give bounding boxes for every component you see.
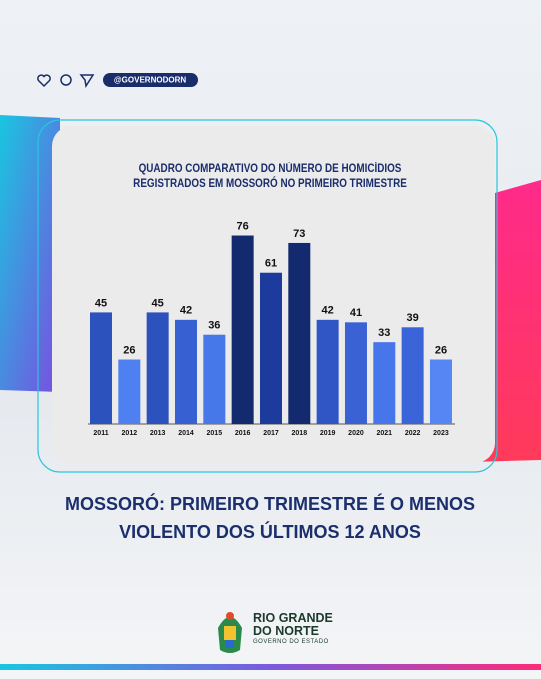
bar xyxy=(146,312,169,424)
value-label: 39 xyxy=(407,312,419,324)
headline: MOSSORÓ: PRIMEIRO TRIMESTRE É O MENOS VI… xyxy=(64,494,476,542)
bar xyxy=(373,342,396,424)
value-label: 61 xyxy=(265,258,277,270)
x-tick-label: 2016 xyxy=(235,430,251,437)
logo: RIO GRANDE DO NORTE GOVERNO DO ESTADO xyxy=(253,612,333,646)
share-icon[interactable] xyxy=(79,74,95,89)
bar xyxy=(259,272,282,424)
x-tick-label: 2023 xyxy=(433,430,449,437)
bar xyxy=(90,312,112,424)
x-tick-label: 2020 xyxy=(348,430,364,437)
logo-title: RIO GRANDE DO NORTE xyxy=(253,611,333,638)
left-band xyxy=(0,115,60,392)
heart-icon[interactable] xyxy=(37,74,51,88)
value-label: 26 xyxy=(123,344,135,356)
handle: @GOVERNODORN xyxy=(114,76,186,85)
handle-pill xyxy=(103,73,198,87)
value-label: 33 xyxy=(378,327,390,339)
bar xyxy=(316,319,339,424)
value-label: 42 xyxy=(322,305,334,317)
bar xyxy=(344,322,367,424)
bar xyxy=(174,319,197,424)
value-label: 73 xyxy=(293,228,305,240)
x-tick-label: 2013 xyxy=(150,430,166,437)
value-label: 45 xyxy=(152,297,164,309)
bar xyxy=(401,327,424,424)
bar xyxy=(203,334,226,424)
bar xyxy=(231,235,254,424)
x-tick-label: 2018 xyxy=(292,430,308,437)
x-tick-label: 2014 xyxy=(178,430,194,437)
comment-icon[interactable] xyxy=(60,74,72,86)
value-label: 45 xyxy=(95,297,107,309)
x-tick-label: 2019 xyxy=(320,430,336,437)
x-tick-label: 2022 xyxy=(405,430,421,437)
x-tick-label: 2021 xyxy=(377,430,393,437)
emblem xyxy=(218,612,242,653)
bar-chart: 45 2011 26 2012 45 2013 42 2014 36 2015 76 2016 61 20… xyxy=(88,220,455,437)
bar xyxy=(429,359,452,424)
bar xyxy=(288,242,311,424)
value-label: 26 xyxy=(435,344,447,356)
logo-subtitle: GOVERNO DO ESTADO xyxy=(253,639,329,645)
card-outline xyxy=(37,119,498,473)
value-label: 41 xyxy=(350,307,362,319)
x-tick-label: 2012 xyxy=(122,430,138,437)
value-label: 42 xyxy=(180,305,192,317)
chart-title: QUADRO COMPARATIVO DO NÚMERO DE HOMICÍDI… xyxy=(133,163,407,190)
value-label: 36 xyxy=(208,320,220,332)
x-tick-label: 2017 xyxy=(263,430,279,437)
value-label: 76 xyxy=(237,220,249,232)
bottom-bar xyxy=(0,664,541,670)
x-tick-label: 2011 xyxy=(93,430,108,437)
bar xyxy=(118,359,141,424)
x-tick-label: 2015 xyxy=(207,430,223,437)
